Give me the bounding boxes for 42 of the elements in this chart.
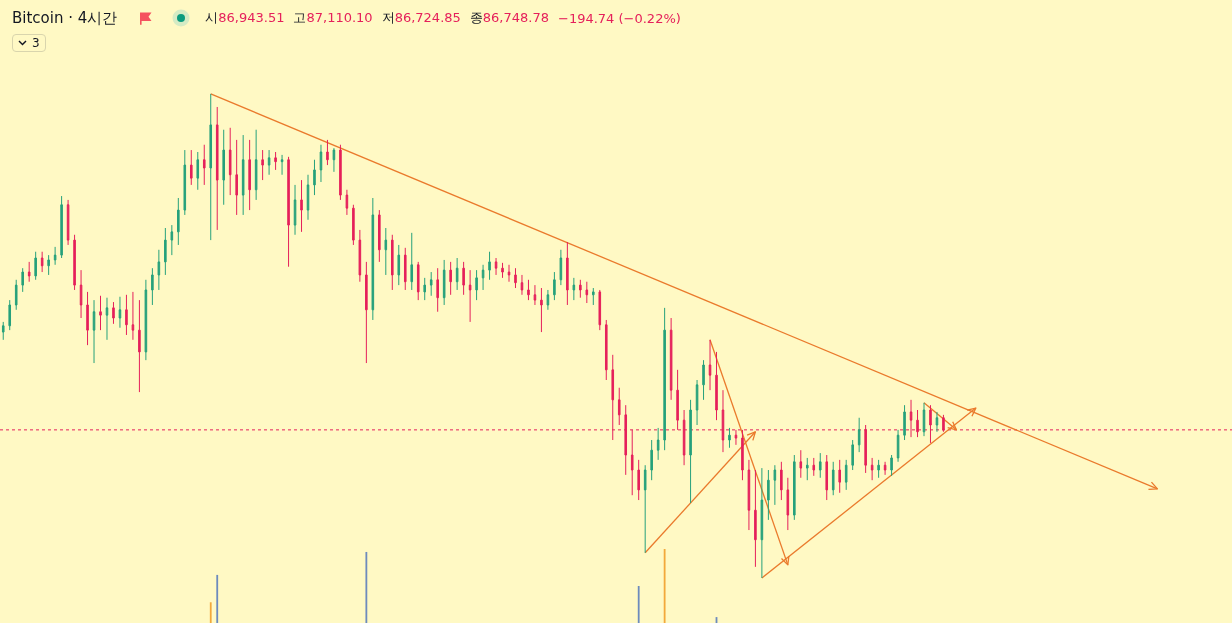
candlestick <box>177 197 180 246</box>
candlestick <box>60 195 63 259</box>
candlestick <box>105 297 109 341</box>
candlestick <box>151 267 154 306</box>
candlestick <box>183 149 187 216</box>
candlestick <box>21 267 24 293</box>
candlestick <box>66 199 70 246</box>
candlestick <box>53 246 57 266</box>
candlestick <box>47 254 50 276</box>
candlestick <box>189 149 193 186</box>
candlestick <box>40 251 44 273</box>
candlestick <box>138 299 141 393</box>
candlestick <box>157 249 161 291</box>
candlestick <box>1 321 5 341</box>
candlestick <box>760 467 764 579</box>
candlestick <box>8 299 12 331</box>
candlestick <box>170 224 174 256</box>
text: 종86,748.78 <box>469 10 549 25</box>
candlestick <box>125 294 128 336</box>
candlestick <box>202 144 206 186</box>
candlestick <box>99 295 102 331</box>
candlestick <box>144 279 148 361</box>
candlestick <box>196 151 200 191</box>
candlestick <box>86 291 89 346</box>
candlestick <box>14 279 18 311</box>
text: 고87,110.10 <box>293 10 373 25</box>
candlestick <box>27 261 31 283</box>
candlestick <box>112 301 115 325</box>
text: −194.74 (−0.22%) <box>557 10 681 26</box>
candlestick <box>754 469 757 568</box>
candlestick <box>92 299 96 364</box>
chart-title: Bitcoin · 4시간 <box>12 8 118 28</box>
candlestick <box>643 464 647 554</box>
candlestick <box>73 234 76 291</box>
candlestick <box>34 251 37 281</box>
candlestick <box>786 477 790 531</box>
candlestick <box>131 291 135 341</box>
candlestick <box>118 296 122 329</box>
candlestick <box>79 269 83 319</box>
text: 시86,943.51 <box>205 10 285 25</box>
candlestick <box>164 227 167 276</box>
text: 저86,724.85 <box>381 10 461 25</box>
